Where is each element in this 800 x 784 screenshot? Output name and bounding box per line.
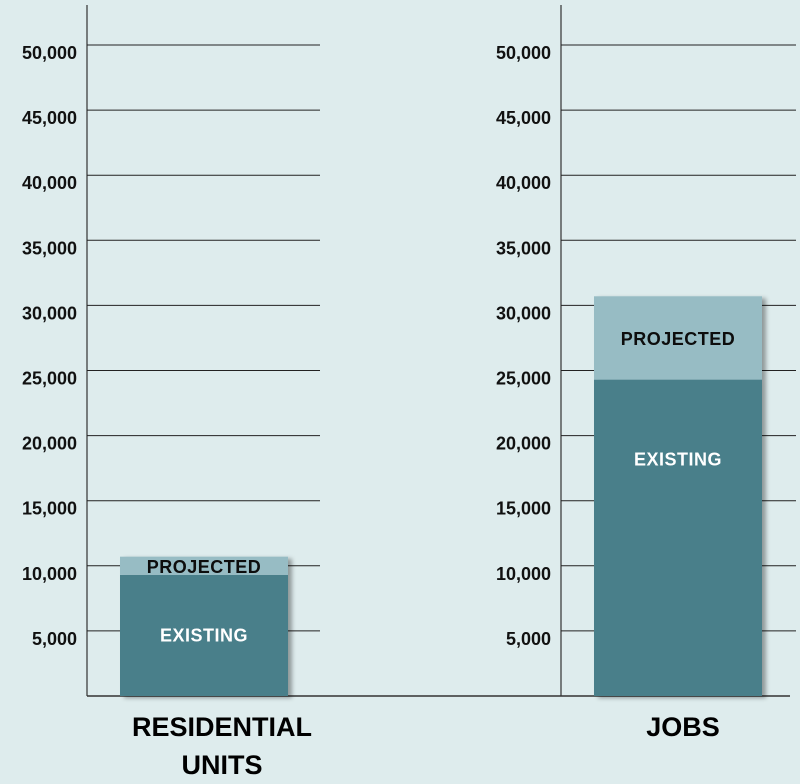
segment-label-existing: EXISTING [160, 625, 248, 645]
segment-label-projected: PROJECTED [621, 329, 736, 349]
y-tick-label: 15,000 [22, 499, 77, 519]
y-tick-label: 10,000 [22, 564, 77, 584]
y-tick-label: 35,000 [22, 238, 77, 258]
segment-label-projected: PROJECTED [147, 557, 262, 577]
y-tick-label: 35,000 [496, 238, 551, 258]
chart-panel-2: 5,000 10,000 15,000 20,000 25,000 30,000 35,00… [496, 5, 796, 742]
bar [120, 556, 288, 696]
y-tick-label: 20,000 [22, 434, 77, 454]
category-label: UNITS [182, 750, 263, 780]
y-tick-label: 5,000 [506, 629, 551, 649]
y-tick-label: 25,000 [22, 369, 77, 389]
bar-segment-projected [120, 556, 288, 575]
y-tick-label: 45,000 [22, 108, 77, 128]
y-tick-label: 30,000 [22, 303, 77, 323]
y-tick-label: 25,000 [496, 369, 551, 389]
y-tick-label: 40,000 [22, 173, 77, 193]
bar-segment-projected [594, 296, 762, 380]
chart-panel-1: 5,000 10,000 15,000 20,000 25,000 30,000 35,00… [22, 5, 320, 780]
y-tick-label: 20,000 [496, 434, 551, 454]
bar-segment-existing [120, 574, 288, 696]
category-label: JOBS [646, 712, 720, 742]
y-tick-label: 5,000 [32, 629, 77, 649]
y-tick-label: 45,000 [496, 108, 551, 128]
bar [594, 296, 762, 696]
y-tick-label: 30,000 [496, 303, 551, 323]
y-tick-label: 50,000 [496, 43, 551, 63]
segment-label-existing: EXISTING [634, 450, 722, 470]
category-label: RESIDENTIAL [132, 712, 312, 742]
y-tick-label: 15,000 [496, 499, 551, 519]
y-tick-label: 10,000 [496, 564, 551, 584]
y-tick-label: 40,000 [496, 173, 551, 193]
bar-segment-existing [594, 379, 762, 696]
y-tick-label: 50,000 [22, 43, 77, 63]
